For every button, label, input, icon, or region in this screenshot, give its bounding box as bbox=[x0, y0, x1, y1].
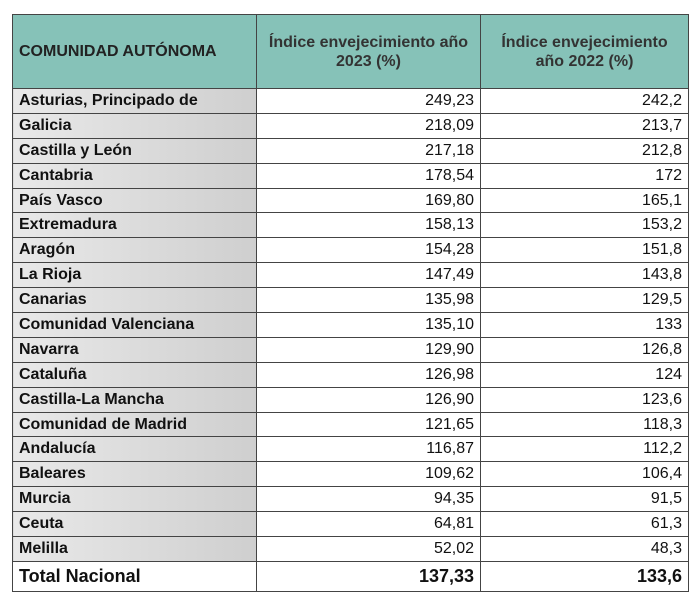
value-cell: 126,90 bbox=[256, 386, 481, 413]
region-cell: Navarra bbox=[12, 336, 257, 363]
region-cell: Castilla y León bbox=[12, 137, 257, 164]
table-row: Comunidad Valenciana 135,10 133 bbox=[12, 312, 689, 338]
region-cell: Comunidad de Madrid bbox=[12, 411, 257, 438]
table-row: Melilla 52,02 48,3 bbox=[12, 536, 689, 562]
region-cell: Castilla-La Mancha bbox=[12, 386, 257, 413]
value-cell: 118,3 bbox=[480, 411, 689, 438]
value-cell: 126,98 bbox=[256, 361, 481, 388]
value-cell: 165,1 bbox=[480, 187, 689, 214]
value-cell: 135,98 bbox=[256, 287, 481, 314]
table-row: Comunidad de Madrid 121,65 118,3 bbox=[12, 411, 689, 438]
value-cell: 178,54 bbox=[256, 162, 481, 189]
region-cell: Comunidad Valenciana bbox=[12, 312, 257, 338]
value-cell: 213,7 bbox=[480, 112, 689, 139]
total-label-cell: Total Nacional bbox=[12, 560, 257, 592]
value-cell: 94,35 bbox=[256, 486, 481, 513]
table-row: Castilla-La Mancha 126,90 123,6 bbox=[12, 386, 689, 413]
region-cell: Melilla bbox=[12, 536, 257, 562]
value-cell: 126,8 bbox=[480, 336, 689, 363]
value-cell: 135,10 bbox=[256, 312, 481, 338]
table-row: Galicia 218,09 213,7 bbox=[12, 112, 689, 139]
header-cell: Índice envejecimiento año 2022 (%) bbox=[480, 14, 689, 89]
region-cell: Andalucía bbox=[12, 436, 257, 463]
value-cell: 218,09 bbox=[256, 112, 481, 139]
region-cell: Canarias bbox=[12, 287, 257, 314]
table-row: Navarra 129,90 126,8 bbox=[12, 336, 689, 363]
value-cell: 151,8 bbox=[480, 237, 689, 264]
value-cell: 212,8 bbox=[480, 137, 689, 164]
value-cell: 129,5 bbox=[480, 287, 689, 314]
value-cell: 169,80 bbox=[256, 187, 481, 214]
value-cell: 153,2 bbox=[480, 212, 689, 239]
value-cell: 154,28 bbox=[256, 237, 481, 264]
value-cell: 133 bbox=[480, 312, 689, 338]
value-cell: 91,5 bbox=[480, 486, 689, 513]
data-table: COMUNIDAD AUTÓNOMA Índice envejecimiento … bbox=[12, 14, 689, 592]
region-cell: Aragón bbox=[12, 237, 257, 264]
table-row: País Vasco 169,80 165,1 bbox=[12, 187, 689, 214]
value-cell: 147,49 bbox=[256, 262, 481, 289]
value-cell: 249,23 bbox=[256, 88, 481, 114]
table-row: Ceuta 64,81 61,3 bbox=[12, 511, 689, 538]
table-row: La Rioja 147,49 143,8 bbox=[12, 262, 689, 289]
value-cell: 242,2 bbox=[480, 88, 689, 114]
region-cell: Cataluña bbox=[12, 361, 257, 388]
table-row: Murcia 94,35 91,5 bbox=[12, 486, 689, 513]
region-cell: Asturias, Principado de bbox=[12, 88, 257, 114]
value-cell: 121,65 bbox=[256, 411, 481, 438]
table-row: Andalucía 116,87 112,2 bbox=[12, 436, 689, 463]
value-cell: 116,87 bbox=[256, 436, 481, 463]
table-row: Aragón 154,28 151,8 bbox=[12, 237, 689, 264]
table-row: Cantabria 178,54 172 bbox=[12, 162, 689, 189]
value-cell: 172 bbox=[480, 162, 689, 189]
region-cell: Murcia bbox=[12, 486, 257, 513]
table-row: Castilla y León 217,18 212,8 bbox=[12, 137, 689, 164]
total-value-cell: 133,6 bbox=[480, 560, 689, 592]
value-cell: 48,3 bbox=[480, 536, 689, 562]
value-cell: 109,62 bbox=[256, 461, 481, 488]
region-cell: Ceuta bbox=[12, 511, 257, 538]
value-cell: 112,2 bbox=[480, 436, 689, 463]
table-row: Canarias 135,98 129,5 bbox=[12, 287, 689, 314]
header-row: COMUNIDAD AUTÓNOMA Índice envejecimiento … bbox=[12, 14, 689, 89]
table-row: Asturias, Principado de 249,23 242,2 bbox=[12, 88, 689, 114]
value-cell: 61,3 bbox=[480, 511, 689, 538]
region-cell: Cantabria bbox=[12, 162, 257, 189]
region-cell: Extremadura bbox=[12, 212, 257, 239]
region-cell: País Vasco bbox=[12, 187, 257, 214]
header-cell: COMUNIDAD AUTÓNOMA bbox=[12, 14, 257, 89]
value-cell: 124 bbox=[480, 361, 689, 388]
table-body: Asturias, Principado de 249,23 242,2 Galici… bbox=[12, 88, 689, 592]
table-container: COMUNIDAD AUTÓNOMA Índice envejecimiento … bbox=[12, 14, 689, 592]
value-cell: 64,81 bbox=[256, 511, 481, 538]
total-row: Total Nacional 137,33 133,6 bbox=[12, 560, 689, 592]
table-row: Extremadura 158,13 153,2 bbox=[12, 212, 689, 239]
value-cell: 129,90 bbox=[256, 336, 481, 363]
value-cell: 106,4 bbox=[480, 461, 689, 488]
region-cell: Galicia bbox=[12, 112, 257, 139]
total-value-cell: 137,33 bbox=[256, 560, 481, 592]
value-cell: 217,18 bbox=[256, 137, 481, 164]
value-cell: 158,13 bbox=[256, 212, 481, 239]
region-cell: Baleares bbox=[12, 461, 257, 488]
value-cell: 143,8 bbox=[480, 262, 689, 289]
table-row: Baleares 109,62 106,4 bbox=[12, 461, 689, 488]
value-cell: 52,02 bbox=[256, 536, 481, 562]
region-cell: La Rioja bbox=[12, 262, 257, 289]
value-cell: 123,6 bbox=[480, 386, 689, 413]
table-row: Cataluña 126,98 124 bbox=[12, 361, 689, 388]
header-cell: Índice envejecimiento año 2023 (%) bbox=[256, 14, 481, 89]
